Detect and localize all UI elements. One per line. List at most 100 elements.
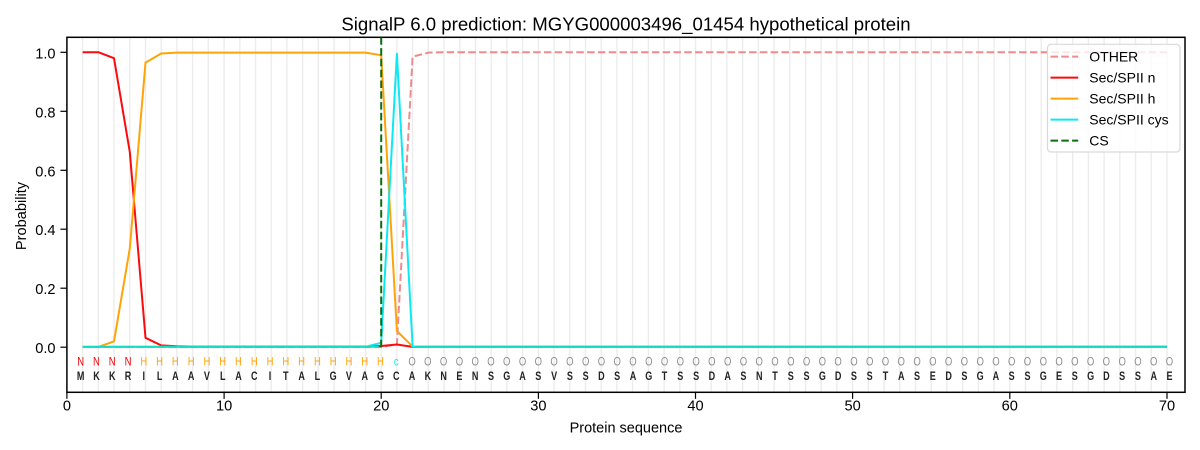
svg-text:H: H (140, 355, 147, 368)
svg-text:O: O (645, 355, 652, 368)
svg-text:S: S (1072, 371, 1078, 383)
svg-text:K: K (425, 371, 432, 383)
svg-text:S: S (488, 371, 494, 383)
svg-text:H: H (235, 355, 242, 368)
svg-text:O: O (1008, 355, 1015, 368)
svg-text:70: 70 (1159, 398, 1175, 414)
svg-text:Probability: Probability (14, 181, 30, 250)
svg-text:O: O (708, 355, 715, 368)
svg-text:O: O (661, 355, 668, 368)
svg-text:S: S (804, 371, 810, 383)
svg-text:A: A (1150, 371, 1157, 383)
svg-text:A: A (724, 371, 731, 383)
svg-text:I: I (143, 371, 146, 383)
svg-text:O: O (1134, 355, 1141, 368)
svg-text:O: O (1024, 355, 1031, 368)
svg-text:T: T (283, 371, 289, 383)
svg-text:A: A (993, 371, 1000, 383)
svg-text:I: I (269, 371, 272, 383)
svg-text:G: G (977, 371, 984, 383)
svg-text:O: O (424, 355, 431, 368)
svg-text:O: O (771, 355, 778, 368)
svg-text:S: S (1024, 371, 1030, 383)
svg-text:O: O (440, 355, 447, 368)
svg-text:O: O (1103, 355, 1110, 368)
svg-text:A: A (172, 371, 179, 383)
svg-text:CS: CS (1089, 133, 1108, 149)
svg-text:H: H (282, 355, 289, 368)
svg-text:H: H (156, 355, 163, 368)
svg-text:Sec/SPII cys: Sec/SPII cys (1089, 112, 1168, 128)
svg-text:V: V (551, 371, 557, 383)
svg-text:30: 30 (530, 398, 546, 414)
svg-text:Protein sequence: Protein sequence (570, 421, 683, 437)
svg-text:G: G (1040, 371, 1047, 383)
svg-text:10: 10 (216, 398, 232, 414)
svg-text:1.0: 1.0 (35, 46, 55, 62)
svg-text:O: O (598, 355, 605, 368)
svg-text:O: O (408, 355, 415, 368)
svg-text:M: M (77, 371, 85, 383)
svg-text:OTHER: OTHER (1089, 49, 1138, 65)
svg-text:H: H (251, 355, 258, 368)
svg-text:H: H (361, 355, 368, 368)
svg-text:L: L (157, 371, 163, 383)
svg-text:H: H (203, 355, 210, 368)
svg-text:50: 50 (844, 398, 860, 414)
svg-text:N: N (756, 371, 763, 383)
svg-text:O: O (740, 355, 747, 368)
svg-text:20: 20 (373, 398, 389, 414)
svg-text:S: S (867, 371, 873, 383)
svg-text:S: S (614, 371, 620, 383)
svg-text:O: O (582, 355, 589, 368)
svg-text:A: A (235, 371, 242, 383)
svg-text:S: S (535, 371, 541, 383)
svg-text:H: H (172, 355, 179, 368)
svg-text:S: S (1119, 371, 1125, 383)
svg-text:E: E (1056, 371, 1062, 383)
svg-text:T: T (772, 371, 778, 383)
svg-text:S: S (961, 371, 967, 383)
svg-text:H: H (298, 355, 305, 368)
svg-text:S: S (788, 371, 794, 383)
svg-text:K: K (109, 371, 116, 383)
svg-text:G: G (645, 371, 652, 383)
svg-text:O: O (1166, 355, 1173, 368)
svg-text:O: O (677, 355, 684, 368)
svg-text:O: O (945, 355, 952, 368)
svg-text:N: N (125, 355, 132, 368)
svg-text:N: N (472, 371, 479, 383)
svg-text:C: C (393, 371, 400, 383)
svg-text:S: S (567, 371, 573, 383)
svg-text:N: N (77, 355, 84, 368)
svg-text:H: H (267, 355, 274, 368)
svg-text:S: S (583, 371, 589, 383)
svg-text:O: O (866, 355, 873, 368)
svg-text:E: E (456, 371, 462, 383)
svg-text:0.2: 0.2 (35, 282, 55, 298)
svg-text:O: O (834, 355, 841, 368)
svg-text:0.0: 0.0 (35, 341, 55, 357)
svg-text:Sec/SPII h: Sec/SPII h (1089, 91, 1155, 107)
svg-text:N: N (440, 371, 447, 383)
svg-text:A: A (361, 371, 368, 383)
svg-text:N: N (109, 355, 116, 368)
svg-text:O: O (1040, 355, 1047, 368)
svg-text:S: S (1135, 371, 1141, 383)
svg-text:O: O (566, 355, 573, 368)
svg-text:D: D (709, 371, 716, 383)
svg-text:V: V (346, 371, 352, 383)
svg-text:D: D (598, 371, 605, 383)
svg-text:R: R (125, 371, 132, 383)
svg-text:A: A (298, 371, 305, 383)
svg-text:S: S (740, 371, 746, 383)
svg-text:G: G (377, 371, 384, 383)
svg-text:A: A (630, 371, 637, 383)
svg-text:O: O (850, 355, 857, 368)
svg-text:G: G (1087, 371, 1094, 383)
svg-text:G: G (503, 371, 510, 383)
svg-text:O: O (803, 355, 810, 368)
svg-text:C: C (251, 371, 258, 383)
svg-text:H: H (377, 355, 384, 368)
svg-text:O: O (756, 355, 763, 368)
